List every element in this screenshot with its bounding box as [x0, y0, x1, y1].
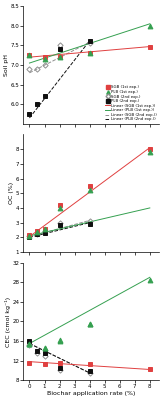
Y-axis label: Soil pH: Soil pH: [4, 54, 9, 76]
Y-axis label: CEC (cmol kg⁻¹): CEC (cmol kg⁻¹): [5, 296, 11, 346]
X-axis label: Biochar application rate (%): Biochar application rate (%): [47, 391, 135, 396]
Legend: SGB (1st exp.), PLB (1st exp.), SGB (2nd exp.), PLB (2nd exp.), Linear (SGB (1st: SGB (1st exp.), PLB (1st exp.), SGB (2nd…: [105, 85, 157, 122]
Y-axis label: OC (%): OC (%): [9, 182, 14, 204]
